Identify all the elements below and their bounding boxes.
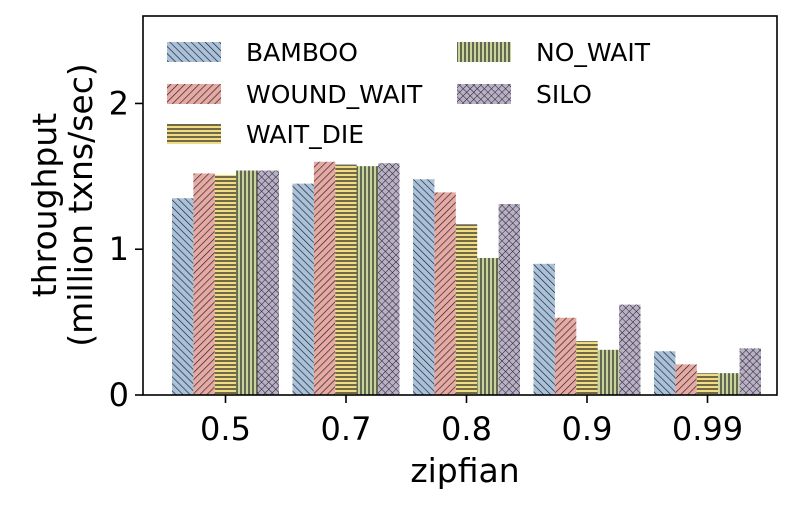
legend-swatch-silo xyxy=(457,84,511,104)
x-tick-label: 0.7 xyxy=(321,410,372,448)
bar-wound-wait-0-7 xyxy=(313,161,336,395)
bars-group xyxy=(172,161,761,395)
bar-bamboo-0-7 xyxy=(292,183,314,395)
legend-label-silo: SILO xyxy=(536,80,592,109)
legend-label-wound-wait: WOUND_WAIT xyxy=(246,80,423,109)
bar-wound-wait-0-99 xyxy=(675,364,697,395)
bar-no-wait-0-99 xyxy=(718,373,740,395)
bar-no-wait-0-5 xyxy=(236,170,258,395)
legend-label-wait-die: WAIT_DIE xyxy=(246,120,364,149)
bar-wait-die-0-9 xyxy=(576,341,598,395)
bar-no-wait-0-7 xyxy=(356,166,379,395)
legend: BAMBOO WOUND_WAIT WAIT_DIE NO_WAIT SILO xyxy=(167,38,651,149)
y-tick-label: 0 xyxy=(109,376,129,414)
bar-silo-0-5 xyxy=(257,170,279,395)
bar-bamboo-0-99 xyxy=(654,351,676,395)
y-axis-label: throughput (million txns/sec) xyxy=(25,63,100,347)
bar-bamboo-0-5 xyxy=(172,198,194,395)
legend-label-no-wait: NO_WAIT xyxy=(536,38,651,67)
legend-swatch-bamboo xyxy=(167,42,221,62)
x-tick-label: 0.9 xyxy=(562,410,613,448)
bar-wound-wait-0-8 xyxy=(434,192,456,395)
bar-wait-die-0-8 xyxy=(455,224,478,395)
x-tick-label: 0.8 xyxy=(441,410,492,448)
bar-bamboo-0-9 xyxy=(533,263,555,395)
x-axis-label: zipfian xyxy=(410,451,519,490)
y-axis-label-line-2: (million txns/sec) xyxy=(61,63,100,347)
bar-silo-0-9 xyxy=(619,304,641,395)
legend-swatch-wound-wait xyxy=(167,84,221,104)
legend-swatch-wait-die xyxy=(167,124,221,144)
y-axis-label-line-1: throughput xyxy=(25,113,64,298)
bar-wound-wait-0-5 xyxy=(193,173,215,395)
bar-wait-die-0-5 xyxy=(214,174,237,395)
y-tick-label: 1 xyxy=(109,230,129,268)
x-tick-label: 0.5 xyxy=(200,410,251,448)
y-tick-label: 2 xyxy=(109,84,129,122)
legend-label-bamboo: BAMBOO xyxy=(246,38,358,67)
bar-silo-0-99 xyxy=(739,348,761,395)
x-axis: 0.5 0.7 0.8 0.9 0.99 xyxy=(200,395,743,448)
x-tick-label: 0.99 xyxy=(672,410,743,448)
legend-swatch-no-wait xyxy=(457,42,511,62)
bar-wound-wait-0-9 xyxy=(554,317,577,395)
bar-no-wait-0-8 xyxy=(477,257,499,395)
bar-no-wait-0-9 xyxy=(597,349,620,395)
y-axis: 0 1 2 xyxy=(109,84,143,414)
bar-wait-die-0-99 xyxy=(696,373,719,395)
plot-frame xyxy=(142,15,778,396)
bar-wait-die-0-7 xyxy=(335,164,357,395)
bar-silo-0-8 xyxy=(498,204,520,395)
bar-silo-0-7 xyxy=(378,163,400,395)
bar-bamboo-0-8 xyxy=(413,179,435,395)
